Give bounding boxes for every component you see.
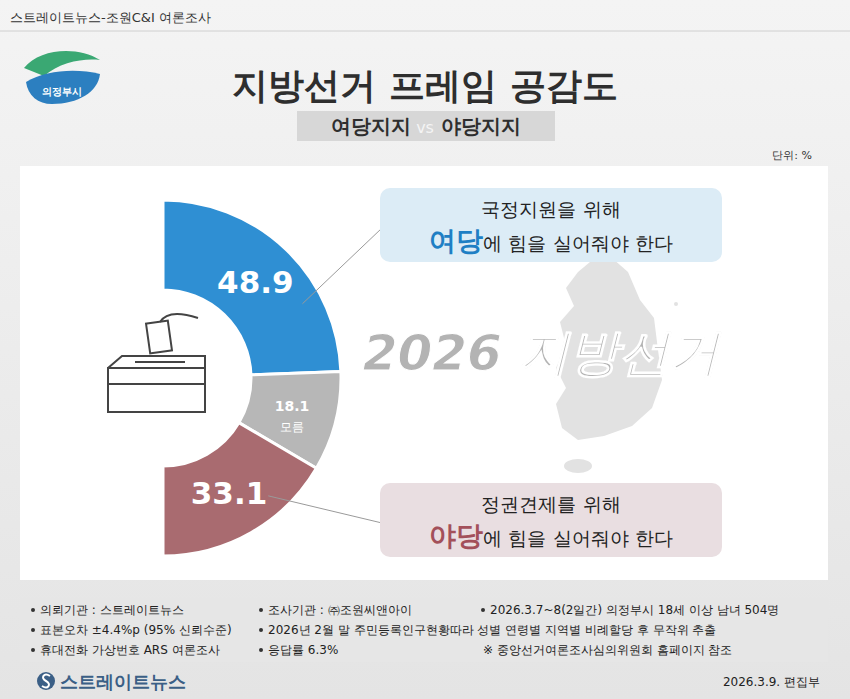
bullet (259, 648, 263, 652)
map-island (674, 302, 678, 306)
header: 스트레이트뉴스-조원C&I 여론조사 (10, 10, 211, 25)
callout-rest: 에 힘을 실어줘야 한다 (483, 527, 672, 549)
bullet (31, 608, 35, 612)
brand: 스트레이트뉴스 (60, 671, 186, 692)
ballot-band (108, 383, 205, 385)
slice (163, 423, 316, 556)
ballot-paper (146, 321, 172, 354)
bullet (31, 648, 35, 652)
donut (163, 200, 341, 556)
footer-note: 2026.3.7~8(2일간) 의정부시 18세 이상 남녀 504명 (490, 603, 779, 617)
ballot-box (108, 356, 205, 412)
bullet (259, 608, 263, 612)
callout-rest: 에 힘을 실어줘야 한다 (483, 232, 672, 254)
footer-note: 조사기관 : ㈜조원씨앤아이 (268, 603, 412, 617)
bullet (259, 628, 263, 632)
ballot-slot (135, 361, 185, 363)
subtitle-bar (297, 111, 555, 141)
footer-note: 표본오차 ±4.4%p (95% 신뢰수준) (40, 623, 232, 637)
ballot-icon (108, 314, 205, 412)
annotation: 2026 지방선거 (363, 324, 723, 382)
panel (20, 166, 828, 580)
logo-wave (26, 71, 100, 104)
footer-note: 의뢰기관 : 스트레이트뉴스 (40, 603, 184, 617)
footer-note: 2026년 2월 말 주민등록인구현황따라 성별 연령별 지역별 비례할당 후 … (268, 623, 716, 637)
callout-line: 국정지원을 위해 (481, 198, 620, 220)
data-label: 48.9 (217, 264, 294, 300)
callout-line: 정권견제를 위해 (481, 493, 620, 515)
subtitle-part: 야당지지 (434, 114, 521, 138)
connector (302, 228, 382, 304)
subtitle: 여당지지 vs 야당지지 (331, 114, 521, 138)
callout-line: 여당에 힘을 실어줘야 한다 (429, 225, 672, 256)
logo: 의정부시 (24, 51, 100, 104)
subtitle-part: 여당지지 (331, 114, 411, 138)
data-label: 18.1 (275, 398, 310, 414)
title: 지방선거 프레임 공감도 (232, 65, 617, 106)
footer-note: 휴대전화 가상번호 ARS 여론조사 (40, 643, 220, 657)
footer-note: ※ 중앙선거여론조사심의위원회 홈페이지 참조 (483, 643, 733, 657)
logo-text: 의정부시 (42, 86, 82, 97)
ballot-hand (160, 314, 198, 322)
brand-logo (37, 672, 55, 690)
subtitle-part: vs (411, 118, 434, 137)
bullet (31, 628, 35, 632)
brand-logo-mark (42, 675, 50, 688)
connector (268, 496, 382, 523)
callout-line: 야당에 힘을 실어줘야 한다 (429, 520, 672, 551)
callout-emphasis: 야당 (429, 520, 483, 551)
footer-note: 응답률 6.3% (268, 643, 338, 657)
data-label: 33.1 (191, 475, 268, 511)
callout-emphasis: 여당 (429, 225, 483, 256)
unit: 단위: % (772, 149, 812, 162)
slice (163, 200, 341, 375)
bullet (481, 608, 485, 612)
callout-box (380, 483, 722, 557)
footer-band (20, 598, 828, 662)
header-rule (0, 31, 850, 32)
category-label: 모름 (280, 420, 304, 434)
background (0, 0, 850, 699)
map-island (564, 459, 592, 473)
callout-box (380, 188, 722, 262)
date: 2026.3.9. 편집부 (723, 675, 820, 689)
canvas: 스트레이트뉴스-조원C&I 여론조사의정부시 지방선거 프레임 공감도여당지지 v… (0, 0, 850, 699)
page: {"header": "스트레이트뉴스-조원C&I 여론조사", "logo_t… (0, 0, 850, 699)
